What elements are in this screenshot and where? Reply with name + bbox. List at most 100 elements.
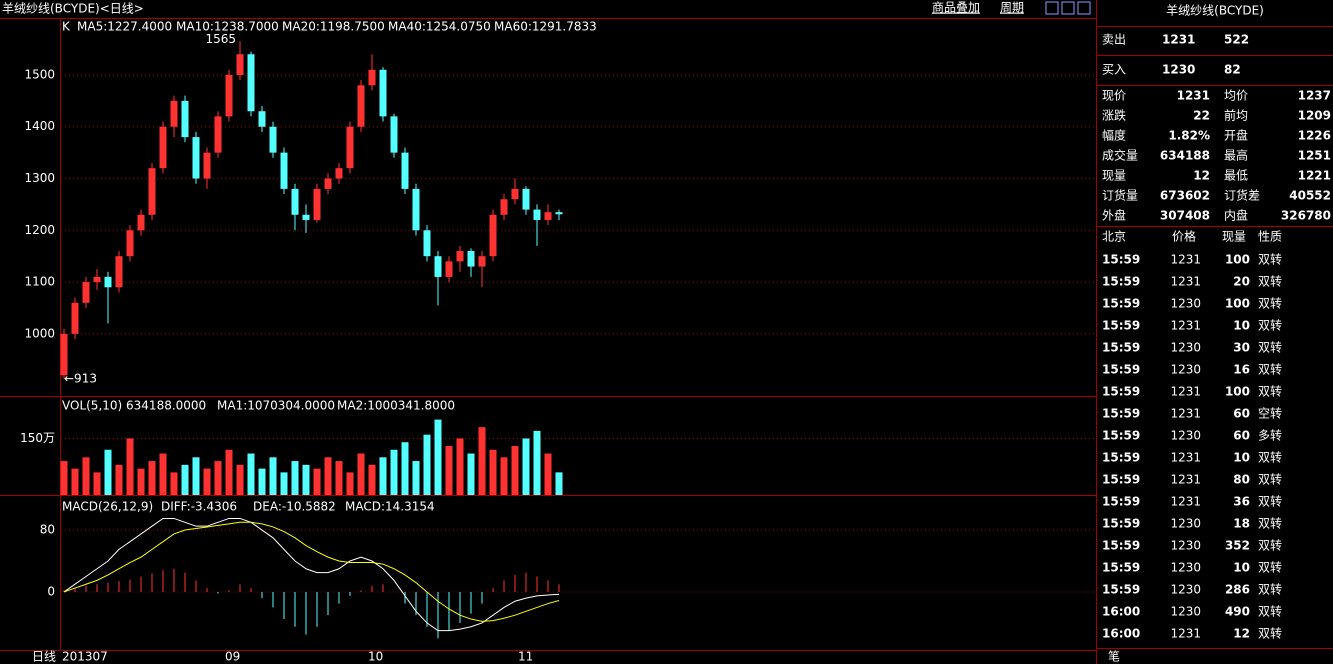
trade-type: 双转 [1258,538,1282,553]
trade-price: 1230 [1170,341,1201,355]
trade-qty: 10 [1233,561,1250,575]
quote-value: 22 [1193,109,1210,123]
order-qty: 522 [1224,33,1249,47]
volume-bar [225,449,233,495]
candle-body [159,126,167,169]
legend-item: VOL(5,10) 634188.0000 [62,399,206,413]
trade-time: 16:00 [1102,605,1140,619]
candle-body [214,116,222,153]
volume-bar [82,457,90,495]
nav-icon[interactable] [1061,1,1075,15]
legend-item: MA20:1198.7500 [282,20,385,34]
trade-qty: 352 [1225,539,1250,553]
legend-item: K [62,20,71,34]
trade-type: 双转 [1258,450,1282,465]
footer-tab: 笔 [1108,649,1120,664]
quote-value: 1209 [1298,109,1331,123]
trade-time: 15:59 [1102,297,1140,311]
order-price: 1230 [1162,63,1195,77]
x-tick-label: 11 [518,650,533,664]
y-tick-label: 80 [40,523,55,537]
candle-body [445,261,453,277]
candle-body [203,152,211,179]
candle-body [434,256,442,277]
candle-body [346,126,354,169]
legend-item: DEA:-10.5882 [253,500,336,514]
volume-bar [555,472,563,495]
overlay-link[interactable]: 商品叠加 [932,0,980,15]
trade-time: 15:59 [1102,429,1140,443]
candle-body [60,333,68,376]
candle-body [511,188,519,200]
candle-body [137,214,145,231]
low-label: ←913 [64,371,97,385]
x-tick-label: 10 [368,650,383,664]
volume-bar [412,461,420,495]
candle-body [478,256,486,267]
period-link[interactable]: 周期 [1000,1,1024,15]
trade-qty: 10 [1233,319,1250,333]
trade-type: 双转 [1258,494,1282,509]
trade-price: 1231 [1170,275,1201,289]
volume-bar [104,449,112,495]
quote-label: 开盘 [1224,128,1248,143]
trade-time: 15:59 [1102,583,1140,597]
legend-item: MACD(26,12,9) [62,500,153,514]
volume-bar [434,419,442,495]
volume-bar [456,438,464,495]
candle-body [379,69,387,117]
volume-bar [148,461,156,495]
volume-bar [313,468,321,495]
trade-qty: 60 [1233,429,1250,443]
trade-price: 1231 [1170,407,1201,421]
quote-label: 前均 [1224,108,1248,123]
trade-type: 多转 [1258,428,1282,443]
trade-time: 15:59 [1102,407,1140,421]
quote-label: 现量 [1102,169,1126,183]
volume-bar [71,468,79,495]
quote-label: 最低 [1224,169,1248,183]
order-price: 1231 [1162,33,1195,47]
candle-body [533,209,541,220]
quote-value: 1226 [1298,129,1331,143]
trade-price: 1231 [1170,319,1201,333]
candle-body [489,214,497,257]
trade-qty: 286 [1225,583,1250,597]
macd-line [63,521,560,622]
nav-icon[interactable] [1045,1,1059,15]
order-qty: 82 [1224,63,1241,77]
trade-time: 15:59 [1102,539,1140,553]
quote-label: 最高 [1224,148,1248,163]
trade-time: 15:59 [1102,319,1140,333]
trade-time: 16:00 [1102,627,1140,641]
candle-body [126,230,134,257]
trade-qty: 36 [1233,495,1250,509]
volume-bar [247,453,255,495]
trade-type: 双转 [1258,604,1282,619]
volume-bar [357,453,365,495]
order-label: 卖出 [1102,33,1126,47]
quote-value: 1221 [1298,169,1331,183]
trade-qty: 16 [1233,363,1250,377]
trade-qty: 60 [1233,407,1250,421]
volume-bar [170,472,178,495]
trade-type: 双转 [1258,384,1282,399]
volume-bar [60,461,68,495]
trade-type: 双转 [1258,516,1282,531]
high-label: 1565 [205,32,236,46]
nav-icon[interactable] [1077,1,1091,15]
trade-time: 15:59 [1102,451,1140,465]
trade-type: 双转 [1258,340,1282,355]
trade-price: 1231 [1170,451,1201,465]
quote-label: 内盘 [1224,208,1248,223]
volume-bar [181,464,189,495]
trade-price: 1230 [1170,583,1201,597]
candle-body [225,74,233,117]
trade-header: 性质 [1258,230,1282,244]
trade-type: 双转 [1258,296,1282,311]
trade-time: 15:59 [1102,253,1140,267]
quote-value: 1237 [1298,89,1331,103]
window-title: 羊绒纱线(BCYDE)<日线> [2,1,144,16]
macd-line [63,517,560,632]
